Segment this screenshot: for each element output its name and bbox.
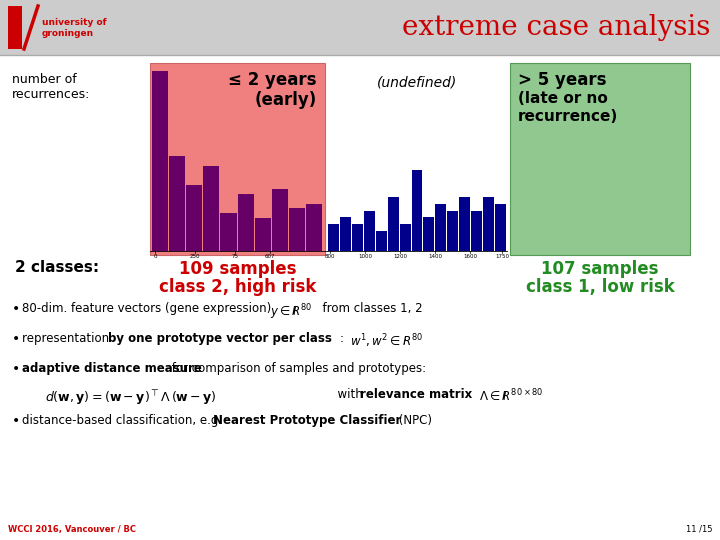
Text: 75: 75 xyxy=(232,254,238,259)
Bar xyxy=(255,218,271,251)
Text: by one prototype vector per class: by one prototype vector per class xyxy=(108,332,332,345)
Bar xyxy=(352,224,363,251)
Text: distance-based classification, e.g.: distance-based classification, e.g. xyxy=(22,414,226,427)
Bar xyxy=(423,217,434,251)
Bar xyxy=(436,204,446,251)
Bar xyxy=(510,63,690,255)
Text: 107 samples: 107 samples xyxy=(541,260,659,278)
Bar xyxy=(169,156,185,251)
Bar xyxy=(238,194,253,251)
Text: $d(\mathbf{w}, \mathbf{y}) = (\mathbf{w} - \mathbf{y})^\top \Lambda \, (\mathbf{: $d(\mathbf{w}, \mathbf{y}) = (\mathbf{w}… xyxy=(45,388,217,407)
Bar xyxy=(340,217,351,251)
Text: relevance matrix: relevance matrix xyxy=(360,388,472,401)
Text: (early): (early) xyxy=(255,91,317,109)
Bar xyxy=(471,211,482,251)
Text: > 5 years: > 5 years xyxy=(518,71,606,89)
Text: 109 samples: 109 samples xyxy=(179,260,296,278)
Text: •: • xyxy=(12,362,20,376)
Bar xyxy=(150,63,325,255)
Text: class 1, low risk: class 1, low risk xyxy=(526,278,675,296)
Text: with: with xyxy=(330,388,366,401)
Bar xyxy=(387,197,399,251)
Text: •: • xyxy=(12,414,20,428)
Bar xyxy=(364,211,374,251)
Text: 2 classes:: 2 classes: xyxy=(15,260,99,275)
Bar xyxy=(8,6,22,49)
Bar xyxy=(0,0,720,55)
Bar xyxy=(376,231,387,251)
Text: from classes 1, 2: from classes 1, 2 xyxy=(315,302,423,315)
Text: •: • xyxy=(12,332,20,346)
Text: 80-dim. feature vectors (gene expression): 80-dim. feature vectors (gene expression… xyxy=(22,302,279,315)
Text: adaptive distance measure: adaptive distance measure xyxy=(22,362,202,375)
Text: Nearest Prototype Classifier: Nearest Prototype Classifier xyxy=(213,414,401,427)
Bar xyxy=(271,190,288,251)
Bar xyxy=(186,185,202,251)
Bar xyxy=(447,211,458,251)
Bar xyxy=(306,204,322,251)
Text: class 2, high risk: class 2, high risk xyxy=(159,278,316,296)
Text: recurrence): recurrence) xyxy=(518,109,618,124)
Bar xyxy=(152,71,168,251)
Text: 11 /15: 11 /15 xyxy=(685,525,712,534)
Bar xyxy=(495,204,506,251)
Text: university of: university of xyxy=(42,18,107,27)
Bar xyxy=(328,224,339,251)
Text: 1750: 1750 xyxy=(495,254,509,259)
Bar xyxy=(459,197,470,251)
Text: 0: 0 xyxy=(153,254,157,259)
Text: 1600: 1600 xyxy=(463,254,477,259)
Text: 1200: 1200 xyxy=(393,254,407,259)
Text: representation: representation xyxy=(22,332,113,345)
Text: groningen: groningen xyxy=(42,29,94,38)
Text: for comparison of samples and prototypes:: for comparison of samples and prototypes… xyxy=(168,362,426,375)
Bar xyxy=(412,170,423,251)
Bar xyxy=(289,208,305,251)
Bar xyxy=(220,213,236,251)
Bar xyxy=(400,224,410,251)
Text: 1400: 1400 xyxy=(428,254,442,259)
Text: 800: 800 xyxy=(325,254,336,259)
Text: •: • xyxy=(12,302,20,316)
Text: (late or no: (late or no xyxy=(518,91,608,106)
Text: (undefined): (undefined) xyxy=(377,75,458,89)
Text: $\Lambda \in I\!\!R^{80 \times 80}$: $\Lambda \in I\!\!R^{80 \times 80}$ xyxy=(472,388,544,404)
Text: 250: 250 xyxy=(190,254,200,259)
Text: 1000: 1000 xyxy=(358,254,372,259)
Text: extreme case analysis: extreme case analysis xyxy=(402,14,710,41)
Text: 607: 607 xyxy=(265,254,275,259)
Text: WCCI 2016, Vancouver / BC: WCCI 2016, Vancouver / BC xyxy=(8,525,136,534)
Text: :: : xyxy=(340,332,351,345)
Text: ≤ 2 years: ≤ 2 years xyxy=(228,71,317,89)
Text: $y \in I\!\!R^{80}$: $y \in I\!\!R^{80}$ xyxy=(270,302,312,322)
Text: number of
recurrences:: number of recurrences: xyxy=(12,73,91,101)
Text: $w^1, w^2 \in I\!\!R^{80}$: $w^1, w^2 \in I\!\!R^{80}$ xyxy=(350,332,423,349)
Bar xyxy=(483,197,494,251)
Text: (NPC): (NPC) xyxy=(395,414,432,427)
Bar xyxy=(203,166,220,251)
